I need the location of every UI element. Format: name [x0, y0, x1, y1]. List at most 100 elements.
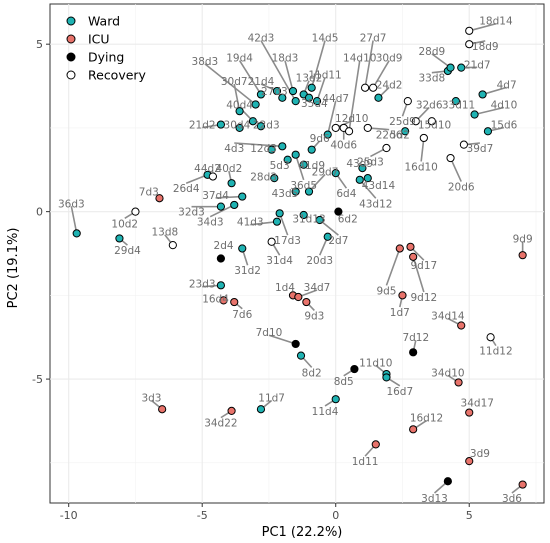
- data-point: [115, 234, 124, 243]
- data-point: [395, 244, 404, 253]
- point-label: 6d2: [338, 213, 358, 225]
- point-label: 16d10: [404, 161, 437, 173]
- leader-line: [385, 248, 401, 286]
- data-point: [291, 97, 300, 106]
- point-label: 18d14: [479, 16, 513, 28]
- leader-line: [469, 22, 497, 32]
- point-label: 21d7: [464, 59, 491, 71]
- point-label: 44d2: [194, 163, 221, 175]
- point-label: 11d10: [359, 357, 392, 369]
- point-label: 36d5: [290, 180, 317, 192]
- legend-swatch: [66, 34, 76, 44]
- point-label: 33d8: [418, 73, 445, 85]
- leader-line: [474, 106, 505, 116]
- data-point: [227, 406, 236, 416]
- legend-label: Dying: [88, 50, 124, 65]
- leader-line: [412, 256, 425, 293]
- data-point: [299, 210, 308, 220]
- data-point: [486, 333, 495, 342]
- leader-line: [364, 40, 374, 88]
- data-point: [334, 207, 343, 216]
- data-point: [256, 90, 266, 99]
- legend-label: Ward: [88, 14, 120, 29]
- data-point: [331, 169, 340, 178]
- data-point: [331, 395, 340, 404]
- point-label: 27d7: [360, 32, 387, 44]
- point-label: 1d7: [390, 307, 410, 319]
- data-point: [270, 174, 279, 183]
- leader-line: [209, 204, 235, 218]
- point-label: 15d10: [418, 120, 451, 132]
- point-label: 1d4: [275, 282, 295, 294]
- point-label: 12d10: [335, 113, 368, 125]
- point-label: 33d11: [442, 99, 475, 111]
- data-point: [350, 364, 359, 374]
- point-label: 29d4: [114, 245, 141, 257]
- data-point: [227, 179, 236, 188]
- point-label: 28d9: [418, 46, 445, 58]
- data-point: [518, 480, 527, 489]
- legend-label: ICU: [88, 32, 110, 47]
- data-point: [272, 86, 282, 96]
- data-point: [382, 373, 391, 382]
- point-label: 43d14: [362, 180, 396, 192]
- data-point: [267, 145, 276, 154]
- point-label: 41d9: [298, 160, 325, 172]
- data-point: [406, 242, 415, 251]
- legend-swatch: [66, 70, 76, 80]
- point-label: 11d11: [308, 69, 341, 81]
- data-point: [131, 207, 140, 216]
- data-point: [216, 281, 225, 290]
- x-tick-label: -5: [197, 509, 208, 522]
- point-label: 9d3: [304, 310, 324, 322]
- data-point: [216, 254, 225, 263]
- point-label: 7d3: [139, 187, 159, 199]
- data-point: [248, 117, 258, 126]
- plot-panel: [49, 3, 545, 504]
- data-point: [374, 93, 383, 102]
- point-label: 9d6: [310, 133, 330, 145]
- point-label: 2d7: [328, 235, 348, 247]
- point-label: 28d3: [250, 171, 277, 183]
- data-point: [409, 252, 418, 261]
- data-point: [403, 97, 412, 106]
- point-label: 23d3: [189, 279, 216, 291]
- point-label: 44d7: [322, 93, 349, 105]
- point-label: 5d3: [270, 160, 290, 172]
- point-label: 36d3: [58, 198, 85, 210]
- data-point: [315, 215, 324, 225]
- point-label: 40d2: [216, 163, 243, 175]
- point-label: 9d17: [410, 260, 437, 272]
- point-label: 30d7: [221, 76, 248, 88]
- point-label: 1d11: [352, 456, 379, 468]
- point-label: 11d7: [258, 393, 285, 405]
- point-label: 43d5: [272, 188, 299, 200]
- point-label: 17d3: [274, 235, 301, 247]
- data-point: [155, 194, 164, 203]
- x-axis-title: PC1 (22.2%): [262, 525, 343, 540]
- point-label: 11d4: [312, 406, 339, 418]
- data-points: [72, 26, 527, 489]
- data-point: [216, 120, 225, 129]
- data-point: [446, 63, 455, 72]
- point-label: 15d6: [491, 120, 518, 132]
- leader-line: [268, 334, 296, 345]
- point-label: 21d4: [248, 76, 275, 88]
- point-label: 12d3: [250, 143, 277, 155]
- point-label: 32d3: [178, 207, 205, 219]
- point-label: 7d12: [402, 332, 429, 344]
- data-point: [278, 142, 287, 151]
- leader-line: [250, 220, 278, 226]
- point-label: 13d8: [151, 227, 178, 239]
- point-label: 3d9: [470, 448, 490, 460]
- point-label: 8d2: [302, 367, 322, 379]
- data-point: [478, 90, 487, 99]
- point-label: 32d6: [416, 99, 443, 111]
- data-point: [238, 244, 247, 253]
- leader-line: [482, 86, 507, 96]
- legend-label: Recovery: [88, 68, 147, 83]
- leader-line: [284, 60, 294, 92]
- leader-line: [294, 154, 305, 181]
- data-point: [291, 187, 300, 196]
- data-point: [283, 155, 292, 164]
